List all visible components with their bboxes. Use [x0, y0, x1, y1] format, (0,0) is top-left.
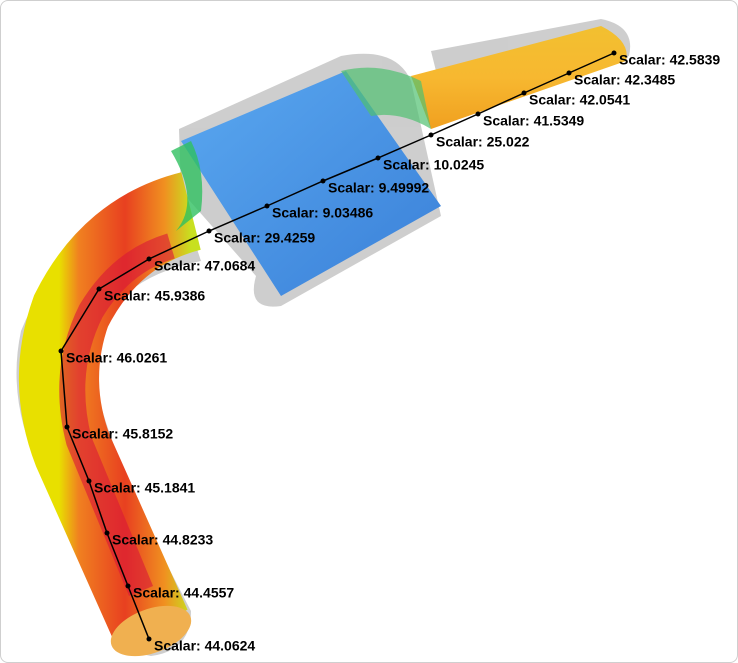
probe-point [96, 286, 102, 292]
probe-label: Scalar: 41.5349 [483, 113, 584, 129]
probe-point [475, 111, 481, 117]
outlet-pipe [411, 26, 627, 129]
probe-point [320, 178, 326, 184]
probe-label: Scalar: 42.5839 [619, 52, 720, 68]
transition-zone [171, 141, 203, 231]
probe-label: Scalar: 45.1841 [94, 480, 195, 496]
probe-label: Scalar: 44.8233 [112, 532, 213, 548]
inlet-cap [110, 605, 192, 657]
probe-line [58, 50, 617, 642]
catalyst-body [181, 71, 441, 296]
probe-point [125, 583, 131, 589]
probe-labels: Scalar: 42.5839 Scalar: 42.3485 Scalar: 42… [66, 52, 720, 654]
probe-point [375, 155, 381, 161]
probe-point [428, 132, 434, 138]
probe-label: Scalar: 42.3485 [574, 72, 675, 88]
probe-point [86, 478, 92, 484]
probe-point [64, 424, 70, 430]
probe-label: Scalar: 46.0261 [66, 350, 167, 366]
probe-label: Scalar: 25.022 [436, 134, 530, 150]
probe-point [146, 636, 152, 642]
probe-point [611, 50, 617, 56]
probe-point [566, 70, 572, 76]
probe-point [521, 90, 527, 96]
probe-label: Scalar: 45.8152 [72, 426, 173, 442]
probe-label: Scalar: 29.4259 [214, 230, 315, 246]
probe-point [264, 203, 270, 209]
probe-label: Scalar: 44.0624 [154, 638, 255, 654]
probe-label: Scalar: 42.0541 [529, 92, 630, 108]
outlet-transition [341, 67, 431, 129]
probe-point [58, 348, 64, 354]
probe-label: Scalar: 9.03486 [272, 205, 373, 221]
probe-label: Scalar: 44.4557 [133, 585, 234, 601]
probe-label: Scalar: 45.9386 [104, 288, 205, 304]
probe-label: Scalar: 47.0684 [154, 258, 255, 274]
probe-point [104, 530, 110, 536]
inlet-hot-zone [59, 233, 176, 596]
probe-label: Scalar: 10.0245 [383, 157, 484, 173]
probe-label: Scalar: 9.49992 [328, 180, 429, 196]
probe-point [206, 228, 212, 234]
probe-point [146, 256, 152, 262]
